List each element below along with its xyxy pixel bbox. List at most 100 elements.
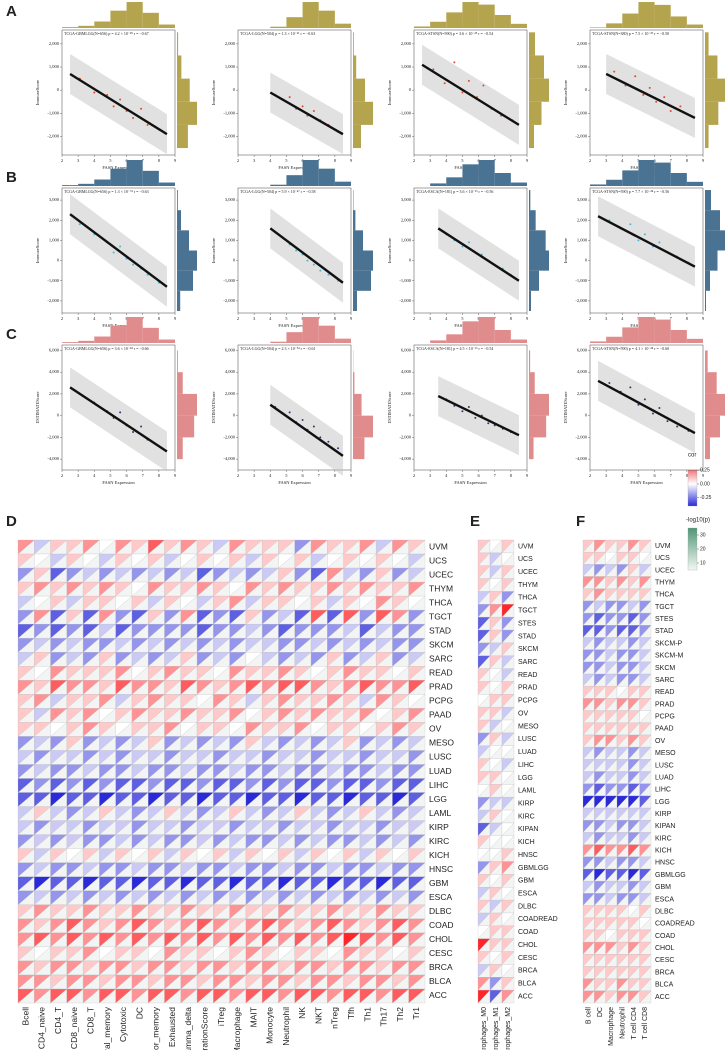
x-tick-label: 5 <box>109 158 112 163</box>
y-axis-label: ImmuneScore <box>211 238 216 263</box>
x-tick-label: 2 <box>413 316 415 321</box>
cell <box>605 552 618 565</box>
cell <box>327 988 344 1004</box>
cell <box>501 835 515 849</box>
cell <box>310 624 328 639</box>
point <box>93 91 96 94</box>
cell <box>392 581 410 597</box>
row-label: OV <box>655 738 665 745</box>
point <box>608 382 611 385</box>
cell <box>605 625 618 638</box>
cell <box>489 809 503 824</box>
cell <box>310 890 328 906</box>
cell <box>34 553 51 569</box>
row-label: MESO <box>518 723 539 730</box>
cell <box>115 918 133 934</box>
cell <box>616 564 629 577</box>
cell <box>477 822 491 837</box>
cell <box>408 736 426 751</box>
cell <box>262 638 279 653</box>
x-hist-bar <box>286 175 303 186</box>
x-tick-label: 6 <box>653 473 656 478</box>
cell <box>376 680 393 695</box>
cell <box>50 904 68 920</box>
cell <box>180 680 198 695</box>
cell <box>50 610 68 625</box>
cell <box>392 848 410 863</box>
y-tick-label: 4,000 <box>49 369 60 375</box>
cell <box>278 862 296 878</box>
cell <box>115 820 133 835</box>
cell <box>245 890 263 906</box>
cell <box>50 862 68 878</box>
cell <box>213 553 230 569</box>
cell <box>131 750 149 765</box>
cell <box>639 576 652 590</box>
cell <box>359 666 377 681</box>
cell <box>50 960 68 976</box>
cell <box>616 625 629 638</box>
cell <box>213 539 230 555</box>
cell <box>17 792 35 807</box>
y-hist-bar <box>353 230 363 251</box>
x-hist-bar <box>414 26 431 28</box>
cell <box>17 736 35 751</box>
cell <box>605 698 618 711</box>
cell <box>501 681 515 695</box>
cell <box>66 848 84 863</box>
x-axis-label: FASN Expression <box>102 480 135 485</box>
cell <box>310 722 328 737</box>
row-label: PCPG <box>429 696 453 706</box>
cell <box>115 595 133 611</box>
cell <box>605 612 618 626</box>
cell <box>327 890 344 906</box>
cell <box>262 932 279 948</box>
cell <box>17 890 35 906</box>
cell <box>359 904 377 920</box>
cell <box>115 581 133 597</box>
cell <box>99 666 117 681</box>
cell <box>148 974 165 990</box>
row-label: LUAD <box>518 749 537 756</box>
row-label: STAD <box>655 628 673 635</box>
cell <box>294 820 312 835</box>
cell <box>213 610 230 625</box>
cell <box>34 960 51 976</box>
cell <box>605 564 618 577</box>
cell <box>229 539 247 555</box>
cell <box>278 567 296 583</box>
y-hist-bar <box>529 393 549 416</box>
row-label: THYM <box>429 583 453 593</box>
cell <box>594 966 606 979</box>
cell <box>408 890 426 906</box>
cell <box>213 680 230 695</box>
cell <box>66 904 84 920</box>
x-tick-label: 7 <box>142 473 145 478</box>
point <box>112 251 115 254</box>
x-hist-bar <box>590 341 607 343</box>
column-label: Macrophage <box>608 1007 615 1046</box>
cell <box>489 578 503 592</box>
row-label: LGG <box>655 799 670 806</box>
cell <box>477 655 491 669</box>
cell <box>582 783 595 797</box>
cell <box>82 567 100 583</box>
cell <box>582 698 595 711</box>
cell <box>99 750 117 765</box>
cell <box>278 680 296 695</box>
panel-label: C <box>6 326 17 343</box>
cell <box>616 600 629 614</box>
cell <box>180 778 198 793</box>
row-label: KIRP <box>429 822 449 832</box>
cell <box>639 539 652 553</box>
point <box>487 422 490 425</box>
cell <box>639 820 652 833</box>
cell <box>34 806 51 821</box>
cell <box>99 652 117 667</box>
x-tick-label: 3 <box>253 473 256 478</box>
cell <box>594 673 606 687</box>
row-label: LIHC <box>655 787 671 794</box>
cell <box>34 988 51 1004</box>
x-tick-label: 7 <box>142 316 145 321</box>
cell <box>628 966 640 979</box>
